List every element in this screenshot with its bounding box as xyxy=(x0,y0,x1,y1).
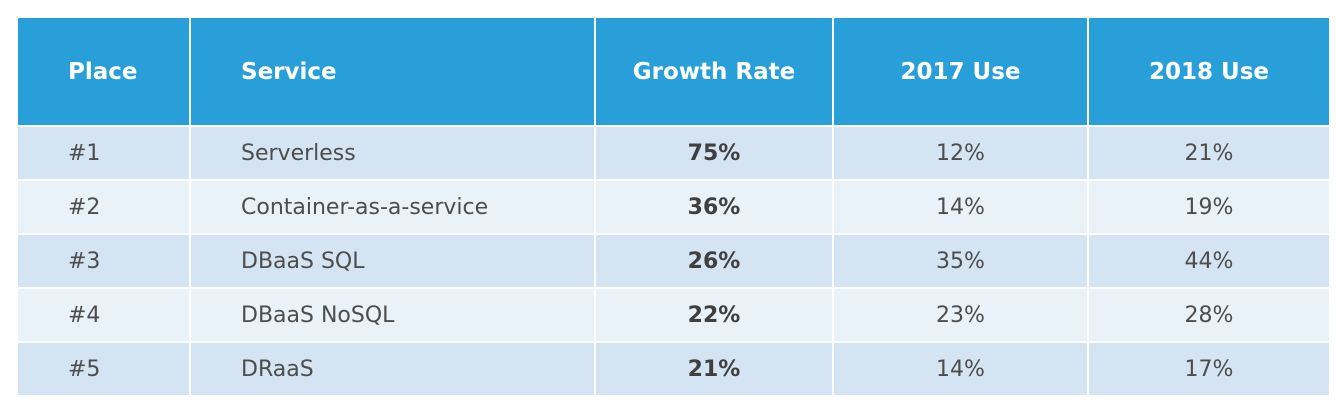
cell-growth-rate: 21% xyxy=(595,342,834,397)
header-2017-use: 2017 Use xyxy=(833,18,1089,127)
cell-2018-use: 19% xyxy=(1088,180,1329,235)
header-service: Service xyxy=(190,18,596,127)
services-growth-table: Place Service Growth Rate 2017 Use 2018 … xyxy=(18,18,1329,397)
cell-growth-rate: 75% xyxy=(595,126,834,181)
cell-place: #5 xyxy=(18,342,191,397)
table-row: #4 DBaaS NoSQL 22% 23% 28% xyxy=(18,288,1329,343)
header-growth-rate: Growth Rate xyxy=(595,18,834,127)
cell-2018-use: 44% xyxy=(1088,234,1329,289)
cell-place: #4 xyxy=(18,288,191,343)
cell-growth-rate: 22% xyxy=(595,288,834,343)
cell-service: Container-as-a-service xyxy=(190,180,596,235)
header-place: Place xyxy=(18,18,191,127)
table-row: #5 DRaaS 21% 14% 17% xyxy=(18,342,1329,397)
table-row: #1 Serverless 75% 12% 21% xyxy=(18,126,1329,181)
cell-growth-rate: 36% xyxy=(595,180,834,235)
cell-place: #3 xyxy=(18,234,191,289)
table-header: Place Service Growth Rate 2017 Use 2018 … xyxy=(18,18,1329,127)
cell-2017-use: 35% xyxy=(833,234,1089,289)
cell-place: #2 xyxy=(18,180,191,235)
table-row: #2 Container-as-a-service 36% 14% 19% xyxy=(18,180,1329,235)
cell-2018-use: 17% xyxy=(1088,342,1329,397)
cell-2017-use: 12% xyxy=(833,126,1089,181)
cell-2017-use: 23% xyxy=(833,288,1089,343)
cell-2018-use: 28% xyxy=(1088,288,1329,343)
cell-place: #1 xyxy=(18,126,191,181)
table-body: #1 Serverless 75% 12% 21% #2 Container-a… xyxy=(18,126,1329,397)
cell-2017-use: 14% xyxy=(833,342,1089,397)
table-row: #3 DBaaS SQL 26% 35% 44% xyxy=(18,234,1329,289)
cell-service: DBaaS SQL xyxy=(190,234,596,289)
cell-growth-rate: 26% xyxy=(595,234,834,289)
cell-service: DRaaS xyxy=(190,342,596,397)
cell-service: Serverless xyxy=(190,126,596,181)
services-table-container: Place Service Growth Rate 2017 Use 2018 … xyxy=(18,18,1329,397)
cell-2017-use: 14% xyxy=(833,180,1089,235)
cell-2018-use: 21% xyxy=(1088,126,1329,181)
header-2018-use: 2018 Use xyxy=(1088,18,1329,127)
header-row: Place Service Growth Rate 2017 Use 2018 … xyxy=(18,18,1329,127)
cell-service: DBaaS NoSQL xyxy=(190,288,596,343)
